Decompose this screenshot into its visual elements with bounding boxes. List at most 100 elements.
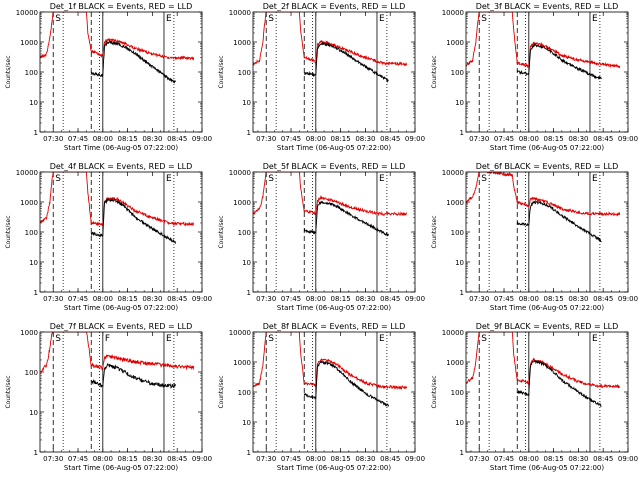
y-tick-label: 10000 [16, 169, 38, 177]
y-tick-label: 10000 [229, 9, 251, 17]
x-tick-label: 08:30 [568, 295, 588, 303]
panel-title: Det_7f BLACK = Events, RED = LLD [50, 322, 193, 331]
plot-frame [465, 171, 629, 293]
x-tick-label: 08:00 [93, 295, 113, 303]
x-tick-label: 07:30 [469, 455, 489, 463]
marker-label: E [379, 174, 385, 184]
x-axis-label: Start Time (06-Aug-05 07:22:00) [277, 464, 391, 472]
x-tick-label: 08:15 [544, 135, 564, 143]
panel-6: Det_6f BLACK = Events, RED = LLD Counts/s… [431, 162, 638, 312]
y-tick-label: 10000 [442, 9, 464, 17]
lld-series-line [253, 332, 408, 391]
events-series-line [90, 39, 177, 84]
lld-series-line [253, 12, 408, 67]
panel-title: Det_9f BLACK = Events, RED = LLD [476, 322, 619, 331]
x-tick-label: 08:00 [306, 455, 326, 463]
y-tick-label: 100 [25, 69, 38, 77]
y-tick-label: 1000 [446, 359, 464, 367]
x-tick-label: 09:00 [192, 455, 212, 463]
marker-label: S [481, 334, 487, 344]
panel-4: Det_4f BLACK = Events, RED = LLD Counts/s… [5, 162, 212, 312]
y-axis-label: Counts/sec [431, 215, 438, 248]
x-tick-label: 09:00 [405, 295, 425, 303]
x-tick-label: 07:30 [469, 135, 489, 143]
plot-frame [252, 171, 416, 293]
x-tick-label: 07:45 [281, 455, 301, 463]
panel-5: Det_5f BLACK = Events, RED = LLD Counts/s… [218, 162, 425, 312]
panel-9: Det_9f BLACK = Events, RED = LLD Counts/s… [431, 322, 638, 472]
x-tick-label: 09:00 [405, 455, 425, 463]
x-tick-label: 08:30 [142, 135, 162, 143]
y-tick-label: 100 [238, 69, 251, 77]
lld-series-line [40, 172, 195, 227]
x-tick-label: 08:30 [568, 135, 588, 143]
x-tick-label: 07:45 [281, 135, 301, 143]
y-tick-label: 10000 [16, 9, 38, 17]
y-tick-label: 10 [29, 259, 38, 267]
x-tick-label: 09:00 [192, 135, 212, 143]
y-tick-label: 10 [455, 259, 464, 267]
plot-frame [39, 171, 203, 293]
x-tick-label: 08:30 [355, 295, 375, 303]
panel-title: Det_4f BLACK = Events, RED = LLD [50, 162, 193, 171]
x-tick-label: 07:30 [43, 295, 63, 303]
panel-title: Det_6f BLACK = Events, RED = LLD [476, 162, 619, 171]
x-tick-label: 08:00 [93, 135, 113, 143]
y-axis-label: Counts/sec [5, 375, 12, 408]
marker-label: E [166, 14, 172, 24]
y-tick-label: 1 [460, 449, 464, 457]
y-tick-label: 1 [247, 449, 251, 457]
lld-series-line [253, 172, 408, 217]
plot-frame [39, 11, 203, 133]
x-tick-label: 08:30 [355, 135, 375, 143]
y-tick-label: 100 [25, 229, 38, 237]
marker-label: E [379, 334, 385, 344]
panel-title: Det_3f BLACK = Events, RED = LLD [476, 2, 619, 11]
events-series-line [303, 360, 390, 408]
x-tick-label: 08:30 [142, 295, 162, 303]
x-tick-label: 07:30 [43, 455, 63, 463]
panel-2: Det_2f BLACK = Events, RED = LLD Counts/s… [218, 2, 425, 152]
x-tick-label: 08:45 [167, 135, 187, 143]
y-axis-label: Counts/sec [218, 375, 225, 408]
lld-series-line [40, 332, 195, 373]
x-tick-label: 08:15 [331, 295, 351, 303]
x-tick-label: 08:00 [306, 135, 326, 143]
marker-label: S [481, 174, 487, 184]
x-tick-label: 08:30 [142, 455, 162, 463]
events-series-line [516, 200, 602, 243]
x-tick-label: 08:15 [118, 295, 138, 303]
y-axis-label: Counts/sec [5, 55, 12, 88]
y-tick-label: 10 [29, 409, 38, 417]
x-tick-label: 07:30 [256, 295, 276, 303]
x-tick-label: 07:45 [281, 295, 301, 303]
marker-label: S [268, 14, 274, 24]
events-series-line [304, 41, 389, 84]
x-tick-label: 08:15 [544, 455, 564, 463]
y-tick-label: 10 [455, 419, 464, 427]
x-tick-label: 08:45 [380, 295, 400, 303]
x-tick-label: 08:45 [380, 135, 400, 143]
y-tick-label: 100 [451, 229, 464, 237]
marker-label: S [55, 334, 61, 344]
marker-label: E [592, 14, 598, 24]
x-tick-label: 09:00 [618, 135, 638, 143]
x-tick-label: 08:00 [519, 295, 539, 303]
x-axis-label: Start Time (06-Aug-05 07:22:00) [490, 304, 604, 312]
x-tick-label: 08:15 [544, 295, 564, 303]
x-tick-label: 08:00 [93, 455, 113, 463]
x-tick-label: 07:30 [256, 455, 276, 463]
y-tick-label: 1000 [446, 199, 464, 207]
y-tick-label: 10 [242, 99, 251, 107]
y-tick-label: 10000 [229, 329, 251, 337]
y-tick-label: 1000 [20, 199, 38, 207]
x-axis-label: Start Time (06-Aug-05 07:22:00) [64, 304, 178, 312]
x-tick-label: 07:30 [43, 135, 63, 143]
x-tick-label: 08:45 [593, 455, 613, 463]
y-tick-label: 10000 [442, 329, 464, 337]
x-tick-label: 08:15 [331, 135, 351, 143]
events-series-line [303, 200, 390, 237]
lld-series-line [40, 12, 195, 61]
panel-7: Det_7f BLACK = Events, RED = LLD Counts/s… [5, 322, 212, 472]
